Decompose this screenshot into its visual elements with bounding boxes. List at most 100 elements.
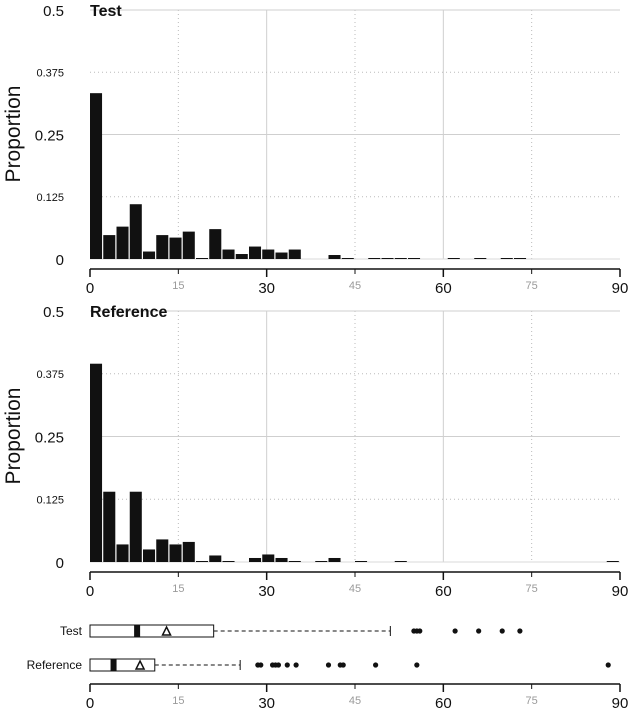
histogram-bar [169, 544, 182, 562]
x-tick-label: 90 [612, 280, 629, 297]
y-tick-label: 0.375 [36, 369, 64, 381]
y-tick-label: 0.5 [43, 3, 64, 20]
x-tick-label: 30 [258, 280, 275, 297]
boxplot-outlier [414, 662, 420, 668]
boxplot-outlier [517, 628, 523, 634]
x-tick-label: 0 [86, 583, 94, 600]
boxplot-outlier [476, 628, 482, 634]
boxplot-outlier [452, 628, 458, 634]
x-tick-label: 30 [258, 583, 275, 600]
boxplot-outlier [325, 662, 332, 668]
x-tick-label-minor: 15 [172, 280, 184, 292]
histogram-bar [381, 258, 394, 259]
histogram-bar [275, 557, 288, 562]
boxplot-panel: Test Reference 0 30 60 90 15 45 75 [27, 624, 629, 712]
histogram-bar [262, 249, 275, 259]
histogram-bar [315, 560, 328, 562]
panel-title-reference: Reference [90, 304, 167, 321]
y-axis-label-reference: Proportion [2, 388, 25, 485]
boxplot-mean [161, 625, 172, 636]
x-tick-label-minor: 75 [526, 695, 538, 707]
y-tick-label: 0 [56, 555, 64, 572]
x-tick-label-minor: 75 [526, 583, 538, 595]
histogram-bar [116, 226, 129, 259]
histogram-bar [169, 237, 182, 259]
histogram-bar [474, 258, 487, 259]
histogram-bar [235, 254, 248, 259]
histogram-bar [103, 491, 116, 562]
histogram-bar [222, 249, 235, 259]
boxplot-outlier [340, 662, 346, 668]
x-tick-label-minor: 75 [526, 280, 538, 292]
x-tick-label: 30 [258, 695, 275, 712]
histogram-bar [606, 560, 619, 562]
y-tick-label: 0 [56, 252, 64, 269]
y-axis-label-test: Proportion [2, 86, 25, 183]
histogram-bar [368, 258, 381, 259]
histogram-bar [514, 258, 527, 259]
histogram-bar [156, 235, 169, 259]
histogram-bar [394, 560, 407, 562]
boxplot-outlier [275, 662, 282, 668]
x-tick-label: 0 [86, 695, 94, 712]
x-tick-label: 60 [435, 583, 452, 600]
boxplot-outlier [258, 662, 264, 668]
histogram-bar [355, 560, 368, 562]
histogram-bar [328, 255, 341, 259]
x-tick-label: 90 [612, 695, 629, 712]
boxplot-median [134, 625, 141, 637]
histogram-bar [182, 231, 195, 259]
histogram-bar [209, 229, 222, 259]
boxplot-mean [134, 659, 146, 670]
histogram-bar [341, 258, 354, 259]
boxplot-outlier [284, 662, 290, 668]
histogram-bar [129, 491, 142, 562]
histogram-bar [262, 554, 275, 562]
histogram-bar [328, 557, 341, 562]
histogram-bar [196, 560, 209, 562]
histogram-bar [500, 258, 513, 259]
y-tick-label: 0.25 [35, 128, 64, 145]
histogram-bar [143, 251, 156, 259]
histogram-bar [447, 258, 460, 259]
histogram-bar [222, 560, 235, 562]
boxplot-outlier [417, 628, 423, 634]
y-tick-label: 0.125 [36, 494, 64, 506]
histogram-bar [90, 363, 103, 562]
histogram-bar [129, 204, 142, 259]
histogram-bar [116, 544, 129, 562]
histogram-bar [408, 258, 421, 259]
boxplot-outlier [373, 662, 379, 668]
boxplot-box [89, 624, 215, 638]
boxplot-outlier [499, 628, 505, 634]
x-tick-label: 0 [86, 280, 94, 297]
histogram-bar [275, 252, 288, 259]
panel-title-test: Test [90, 3, 122, 20]
histogram-bar [209, 555, 222, 562]
histogram-bar [143, 549, 156, 562]
y-tick-label: 0.5 [43, 304, 64, 321]
x-tick-label-minor: 45 [349, 583, 361, 595]
x-tick-label: 60 [435, 695, 452, 712]
y-tick-label: 0.125 [36, 192, 64, 204]
x-tick-label-minor: 15 [172, 583, 184, 595]
boxplot-label-reference: Reference [27, 658, 83, 672]
boxplot-label-test: Test [60, 624, 83, 638]
y-tick-label: 0.375 [36, 67, 64, 79]
histogram-bar [103, 235, 116, 259]
histogram-bar [288, 249, 301, 259]
boxplot-median [110, 659, 117, 671]
boxplot-box [89, 658, 156, 672]
histogram-bar [90, 93, 103, 259]
x-tick-label-minor: 45 [349, 695, 361, 707]
histogram-bar [394, 258, 407, 259]
x-tick-label-minor: 15 [172, 695, 184, 707]
histogram-bar [156, 539, 169, 562]
boxplot-outlier [293, 662, 299, 668]
histogram-bar [288, 560, 301, 562]
y-tick-label: 0.25 [35, 430, 64, 447]
histogram-bar [196, 258, 209, 259]
histogram-bar [249, 246, 262, 259]
